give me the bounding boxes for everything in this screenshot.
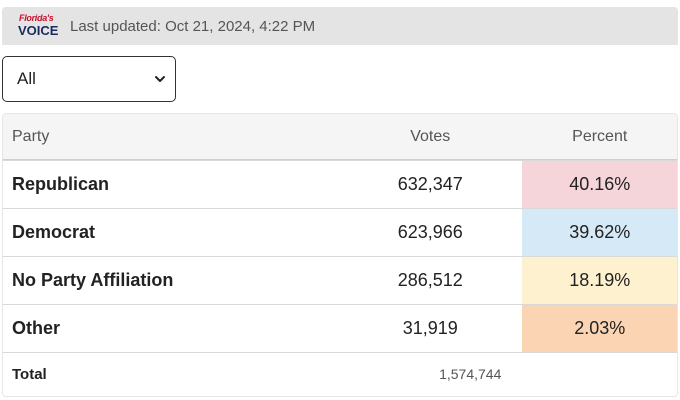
floridas-voice-logo[interactable]: Florida's VOICE — [18, 13, 62, 39]
results-header: Florida's VOICE Last updated: Oct 21, 20… — [2, 7, 678, 45]
results-table: Party Votes Percent Republican 632,347 4… — [2, 113, 678, 397]
last-updated-text: Last updated: Oct 21, 2024, 4:22 PM — [70, 17, 316, 35]
total-label: Total — [12, 366, 47, 383]
table-row: No Party Affiliation 286,512 18.19% — [3, 256, 677, 304]
table-header-row: Party Votes Percent — [3, 114, 677, 160]
party-votes: 623,966 — [397, 222, 463, 242]
column-header-percent: Percent — [572, 127, 628, 145]
total-votes-cell: 1,574,744 — [338, 366, 522, 384]
logo-text-bottom: VOICE — [18, 23, 59, 38]
party-name: Republican — [12, 174, 110, 194]
total-votes: 1,574,744 — [439, 365, 502, 382]
party-name: No Party Affiliation — [12, 270, 174, 290]
party-percent: 39.62% — [522, 209, 677, 256]
table-row: Democrat 623,966 39.62% — [3, 208, 677, 256]
table-row: Other 31,919 2.03% — [3, 304, 677, 352]
party-percent: 40.16% — [522, 161, 677, 208]
table-total-row: Total 1,574,744 — [3, 352, 677, 396]
party-filter-select[interactable]: All — [2, 56, 176, 102]
column-header-votes: Votes — [410, 127, 451, 145]
party-name: Democrat — [12, 222, 96, 242]
table-row: Republican 632,347 40.16% — [3, 160, 677, 208]
party-votes: 286,512 — [397, 270, 463, 290]
party-votes: 632,347 — [397, 174, 463, 194]
total-percent-cell — [522, 353, 677, 396]
column-header-party: Party — [12, 127, 50, 145]
chevron-down-icon — [155, 76, 165, 82]
logo-text-top: Florida's — [19, 13, 54, 23]
party-name: Other — [12, 318, 61, 338]
party-percent: 2.03% — [522, 305, 677, 352]
party-votes: 31,919 — [402, 318, 458, 338]
party-filter-value: All — [17, 69, 36, 88]
party-percent: 18.19% — [522, 257, 677, 304]
